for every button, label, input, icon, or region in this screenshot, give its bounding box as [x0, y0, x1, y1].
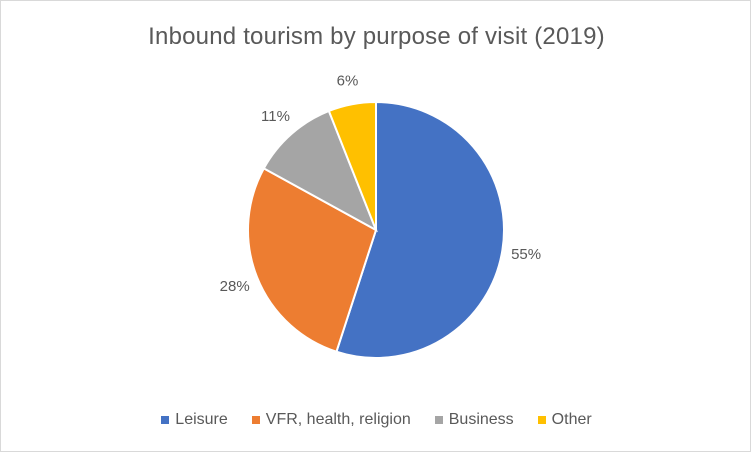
data-label-business: 11%: [261, 108, 290, 125]
pie-slice-business: [262, 109, 378, 233]
legend-swatch: [251, 416, 260, 424]
data-label-vfr-health-religion: 28%: [220, 278, 250, 295]
legend-label: VFR, health, religion: [265, 411, 411, 428]
pie-slice-other: [327, 100, 377, 231]
data-label-leisure: 55%: [511, 246, 541, 263]
chart-title: Inbound tourism by purpose of visit (201…: [148, 23, 605, 50]
legend-item: Business: [434, 411, 514, 429]
legend-swatch: [537, 416, 546, 424]
legend-swatch: [161, 416, 170, 424]
pie-slice-leisure: [335, 100, 505, 359]
legend-label: Leisure: [175, 411, 228, 428]
legend-item: VFR, health, religion: [251, 411, 411, 429]
chart-legend: Leisure VFR, health, religion Business Othe…: [1, 411, 751, 429]
legend-swatch: [434, 416, 443, 424]
legend-label: Business: [448, 411, 514, 428]
legend-item: Other: [537, 411, 592, 429]
pie-slice-vfr-health-religion: [247, 166, 378, 354]
legend-item: Leisure: [161, 411, 228, 429]
legend-label: Other: [551, 411, 592, 428]
data-label-other: 6%: [337, 73, 359, 90]
